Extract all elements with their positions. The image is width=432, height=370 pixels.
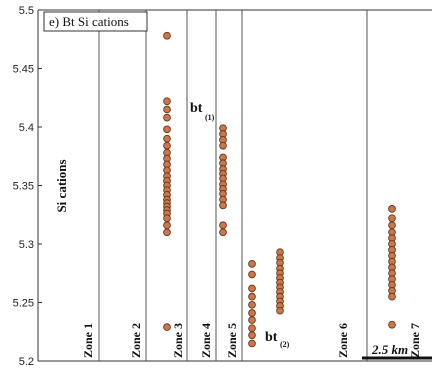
annotation-bt2-sub: (2) bbox=[280, 340, 290, 349]
y-tick-label: 5.25 bbox=[13, 298, 34, 310]
data-point bbox=[219, 141, 227, 150]
annotation-bt1: bt (1) bbox=[190, 101, 215, 122]
annotation-bt1-sub: (1) bbox=[205, 113, 215, 122]
zone-label: Zone 3 bbox=[171, 323, 185, 358]
data-point bbox=[388, 320, 396, 329]
axes bbox=[37, 9, 432, 362]
zone-labels: Zone 1 Zone 2 Zone 3 Zone 4 Zone 5 Zone 6 Zone… bbox=[81, 323, 422, 358]
data-point bbox=[219, 221, 227, 230]
data-point bbox=[248, 292, 256, 301]
scale-bar: 2.5 km bbox=[362, 342, 432, 360]
y-axis-label: Si cations bbox=[54, 159, 69, 212]
zone-lines bbox=[98, 10, 368, 361]
annotation-bt2: bt (2) bbox=[265, 330, 290, 349]
scale-bar-label: 2.5 km bbox=[371, 342, 408, 357]
y-tick-label: 5.5 bbox=[19, 5, 34, 17]
y-tick-label: 5.2 bbox=[19, 356, 34, 368]
chart-title: e) Bt Si cations bbox=[49, 14, 129, 29]
zone-label: Zone 4 bbox=[199, 323, 213, 358]
data-point bbox=[163, 105, 171, 114]
data-point bbox=[388, 292, 396, 301]
data-point bbox=[388, 205, 396, 213]
data-point bbox=[248, 331, 256, 340]
data-point bbox=[163, 214, 171, 223]
data-point bbox=[276, 306, 284, 315]
y-ticks: 5.2 5.25 5.3 5.35 5.4 5.45 5.5 bbox=[13, 5, 42, 368]
data-point bbox=[248, 324, 256, 333]
data-point bbox=[163, 221, 171, 230]
data-point bbox=[163, 141, 171, 150]
zone-label: Zone 2 bbox=[129, 323, 143, 358]
zone-label: Zone 6 bbox=[336, 323, 350, 358]
title-frame bbox=[43, 11, 148, 32]
data-point bbox=[163, 134, 171, 143]
data-points bbox=[163, 31, 396, 348]
zone-label: Zone 5 bbox=[225, 323, 239, 358]
data-point bbox=[163, 228, 171, 237]
y-tick-label: 5.45 bbox=[13, 64, 34, 76]
annotation-bt1-main: bt bbox=[190, 101, 203, 116]
y-tick-label: 5.3 bbox=[19, 239, 34, 251]
annotation-bt2-main: bt bbox=[265, 330, 278, 345]
data-point bbox=[163, 113, 171, 122]
data-point bbox=[248, 339, 256, 348]
data-point bbox=[163, 31, 171, 40]
data-point bbox=[388, 221, 396, 230]
data-point bbox=[163, 97, 171, 106]
data-point bbox=[219, 228, 227, 237]
zone-label: Zone 7 bbox=[408, 323, 422, 358]
data-point bbox=[219, 201, 227, 210]
data-point bbox=[248, 284, 256, 293]
data-point bbox=[248, 309, 256, 317]
data-point bbox=[163, 323, 171, 331]
data-point bbox=[248, 270, 256, 279]
y-tick-label: 5.35 bbox=[13, 181, 34, 193]
title-box: e) Bt Si cations bbox=[43, 11, 148, 32]
data-point bbox=[248, 316, 256, 324]
data-point bbox=[388, 214, 396, 223]
y-tick-label: 5.4 bbox=[19, 122, 34, 134]
data-point bbox=[163, 125, 171, 134]
data-point bbox=[248, 300, 256, 309]
zone-label: Zone 1 bbox=[81, 323, 95, 358]
data-point bbox=[248, 260, 256, 268]
